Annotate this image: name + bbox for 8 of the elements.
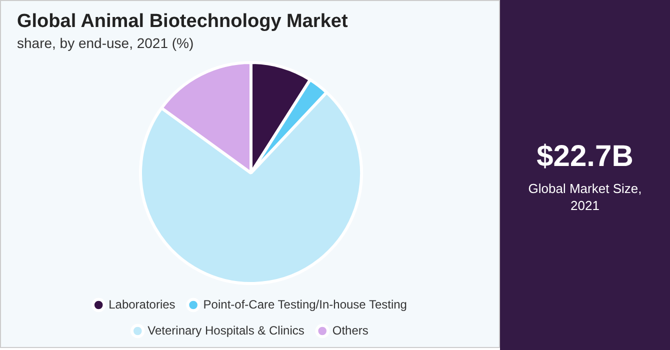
text: Global Market Size, 2021 [527,180,643,214]
text: $22.7B [536,140,634,174]
chart-subtitle: share, by end-use, 2021 (%) [17,35,194,51]
chart-title: Global Animal Biotechnology Market [17,11,348,33]
legend-label: Point-of-Care Testing/In-house Testing [203,297,407,312]
legend-label: Others [332,323,368,338]
legend-label: Laboratories [108,297,176,312]
legend-label: Veterinary Hospitals & Clinics [148,323,304,338]
